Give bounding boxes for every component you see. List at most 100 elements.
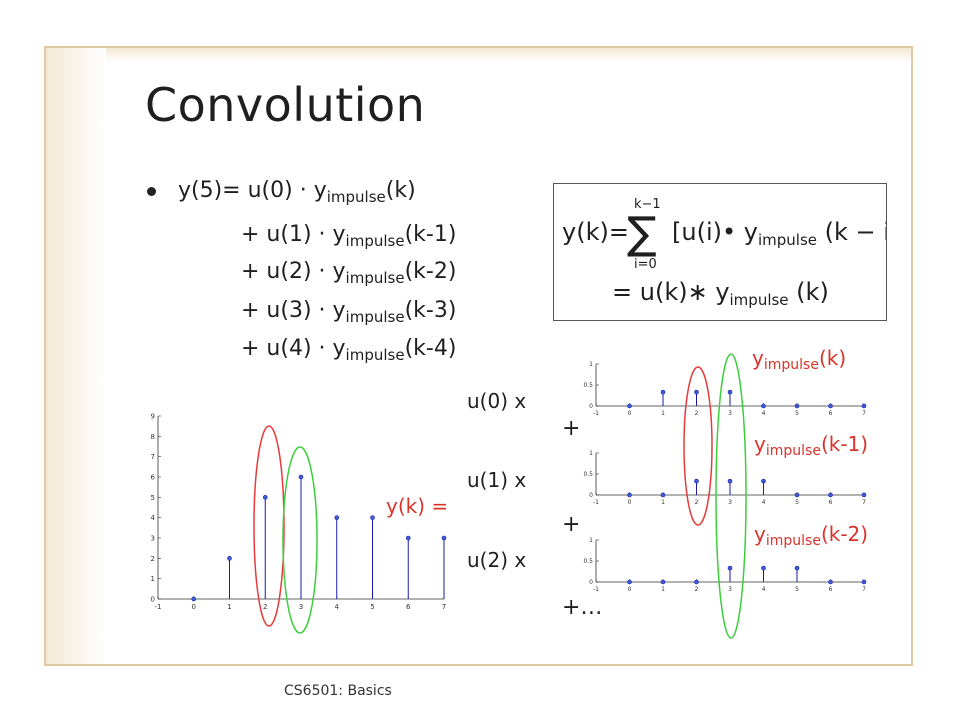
formula-body-sub: impulse	[758, 231, 817, 249]
x-tick-label: 2	[263, 603, 267, 611]
x-tick-label: 4	[335, 603, 340, 611]
stem-marker	[828, 492, 833, 498]
slide-left-shade	[46, 48, 106, 664]
x-tick-label: 3	[728, 586, 732, 593]
stem-marker	[761, 478, 766, 484]
y-impulse-k-base: y	[752, 346, 764, 370]
x-tick-label: 4	[762, 586, 766, 593]
y-impulse-k2-sub: impulse	[765, 533, 821, 549]
equation-line-1: y(5)= u(0) · yimpulse(k)	[178, 178, 416, 206]
stem-marker	[861, 403, 867, 409]
stem-marker	[794, 492, 800, 498]
equation-line-5-sub: impulse	[345, 346, 405, 364]
formula-sum-upper: k−1	[634, 197, 661, 212]
y-tick-label: 9	[151, 413, 155, 421]
y-impulse-k2-base: y	[754, 522, 766, 546]
bullet-marker	[147, 187, 156, 196]
stem-marker	[370, 515, 375, 520]
stem-marker	[660, 492, 666, 498]
yk-equals-label: y(k) =	[386, 494, 449, 518]
y-tick-label: 0	[589, 403, 593, 410]
stem-marker	[861, 492, 867, 498]
equation-line-4: + u(3) · yimpulse(k-3)	[241, 298, 456, 326]
y-tick-label: 1	[589, 361, 593, 368]
formula-lhs: y(k)=	[562, 218, 629, 246]
x-tick-label: 1	[661, 499, 665, 506]
equation-line-2-sub: impulse	[345, 232, 405, 250]
stem-marker	[627, 492, 632, 498]
x-tick-label: 2	[695, 499, 699, 506]
y-tick-label: 2	[151, 555, 155, 563]
y-tick-label: 1	[151, 575, 155, 583]
formula-sigma: ∑	[627, 208, 657, 259]
stem-marker	[694, 389, 699, 395]
equation-line-3-arg: (k-2)	[404, 259, 457, 284]
x-tick-label: 7	[442, 603, 446, 611]
stem-marker	[761, 565, 766, 571]
plus-sign-1: +	[562, 416, 581, 441]
y-impulse-k1-base: y	[754, 432, 766, 456]
green-highlight-ellipse-output	[282, 446, 318, 634]
x-tick-label: 5	[795, 410, 799, 417]
stem-marker	[298, 474, 304, 480]
y-tick-label: 1	[589, 537, 593, 544]
x-tick-label: 3	[728, 410, 732, 417]
y-impulse-k-sub: impulse	[763, 357, 819, 373]
stem-marker	[794, 403, 800, 409]
x-tick-label: 0	[628, 410, 632, 417]
equation-line-2-arg: (k-1)	[404, 222, 457, 247]
x-tick-label: 7	[862, 410, 866, 417]
x-tick-label: 1	[661, 586, 665, 593]
y-impulse-k2-label: yimpulse(k-2)	[754, 522, 868, 549]
x-tick-label: 3	[299, 603, 303, 611]
y-tick-label: 7	[151, 453, 155, 461]
y-tick-label: 4	[151, 514, 156, 522]
formula-line-2-sub: impulse	[730, 291, 789, 309]
stem-marker	[861, 579, 867, 585]
equation-line-3-text: + u(2) · y	[241, 259, 346, 284]
impulse-stem-plot-1: -1 0 1 2 3 4 5 6 700.51	[583, 450, 867, 506]
formula-line-2-main: = u(k)∗ y	[612, 278, 730, 306]
x-tick-label: 0	[628, 499, 632, 506]
stem-marker	[794, 565, 800, 571]
x-tick-label: -1	[593, 586, 599, 593]
u2-times-label: u(2) x	[467, 548, 527, 572]
stem-marker	[727, 478, 733, 484]
equation-line-5: + u(4) · yimpulse(k-4)	[241, 336, 456, 364]
y-tick-label: 0.5	[583, 382, 593, 389]
y-tick-label: 8	[151, 433, 155, 441]
x-tick-label: 2	[695, 410, 699, 417]
equation-line-5-arg: (k-4)	[404, 336, 457, 361]
formula-line-2-arg: (k)	[789, 278, 829, 306]
stem-marker	[727, 565, 733, 571]
slide-footer: CS6501: Basics	[284, 683, 392, 699]
x-tick-label: 6	[829, 499, 833, 506]
y-impulse-k-label: yimpulse(k)	[752, 346, 846, 373]
green-highlight-ellipse-impulse	[715, 353, 747, 639]
stem-marker	[694, 579, 699, 585]
y-impulse-k1-arg: (k-1)	[820, 432, 869, 456]
y-tick-label: 6	[151, 474, 156, 482]
x-tick-label: 6	[829, 410, 833, 417]
y-impulse-k2-arg: (k-2)	[820, 522, 869, 546]
x-tick-label: -1	[593, 410, 599, 417]
stem-marker	[627, 403, 632, 409]
plus-sign-2: +	[562, 512, 581, 537]
stem-marker	[694, 478, 699, 484]
slide-top-shade	[46, 48, 911, 62]
x-tick-label: 7	[862, 499, 866, 506]
y-tick-label: 0.5	[583, 471, 593, 478]
red-highlight-ellipse-impulse	[683, 366, 713, 526]
x-tick-label: 6	[829, 586, 833, 593]
x-tick-label: 0	[628, 586, 632, 593]
y-tick-label: 1	[589, 450, 593, 457]
equation-line-4-sub: impulse	[345, 308, 405, 326]
impulse-stem-plot-0: -1 0 1 2 3 4 5 6 700.51	[583, 361, 867, 417]
red-highlight-ellipse-output	[253, 425, 285, 627]
u1-times-label: u(1) x	[467, 468, 527, 492]
stem-marker	[441, 535, 447, 541]
x-tick-label: 3	[728, 499, 732, 506]
formula-line-2: = u(k)∗ yimpulse (k)	[612, 278, 829, 309]
y-impulse-k-arg: (k)	[818, 346, 847, 370]
